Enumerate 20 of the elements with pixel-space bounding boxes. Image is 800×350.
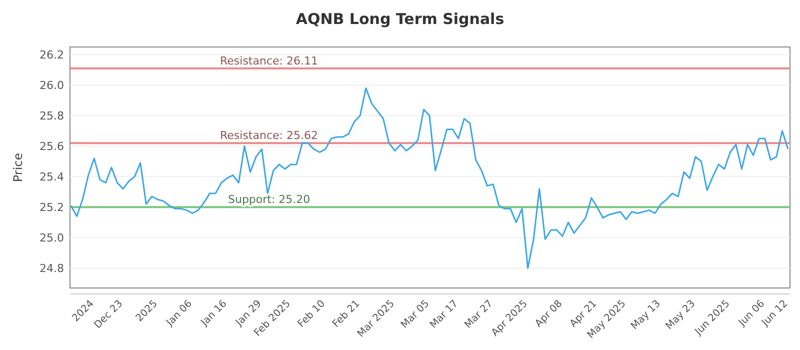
x-tick-label: Jan 06	[164, 298, 195, 329]
x-tick-label: Dec 23	[92, 298, 126, 332]
ref-line-label: Support: 25.20	[228, 193, 310, 206]
chart-title: AQNB Long Term Signals	[296, 10, 504, 28]
y-tick-label: 24.8	[40, 262, 64, 276]
y-tick-label: 25.0	[40, 232, 64, 245]
y-tick-label: 25.6	[40, 140, 64, 153]
y-axis-title: Price	[11, 152, 25, 182]
line-series	[70, 87, 789, 269]
x-tick-label: Jan 16	[198, 298, 230, 329]
y-tick-label: 26.0	[40, 78, 64, 92]
x-tick-label: Mar 17	[428, 298, 461, 331]
y-tick-label: 25.4	[40, 170, 64, 184]
y-tick-label: 25.2	[40, 201, 64, 214]
ref-line-label: Resistance: 26.11	[220, 54, 318, 68]
y-tick-label: 26.2	[40, 48, 64, 62]
x-tick-label: Feb 10	[296, 298, 328, 330]
x-tick-label: Apr 08	[533, 298, 565, 330]
ref-line-label: Resistance: 25.62	[220, 129, 318, 142]
y-tick-label: 25.8	[40, 109, 64, 122]
